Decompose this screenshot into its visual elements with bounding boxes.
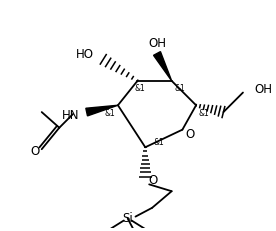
Text: Si: Si [122, 212, 133, 225]
Text: &1: &1 [198, 109, 209, 118]
Text: &1: &1 [134, 84, 145, 93]
Polygon shape [153, 52, 172, 81]
Text: &1: &1 [174, 84, 185, 93]
Text: OH: OH [255, 83, 273, 96]
Text: HO: HO [76, 48, 94, 61]
Polygon shape [86, 105, 118, 116]
Text: OH: OH [148, 37, 166, 50]
Text: &1: &1 [153, 138, 164, 147]
Text: HN: HN [62, 109, 80, 122]
Text: O: O [30, 145, 39, 158]
Text: &1: &1 [105, 109, 115, 118]
Text: O: O [185, 128, 195, 141]
Text: O: O [148, 174, 158, 187]
